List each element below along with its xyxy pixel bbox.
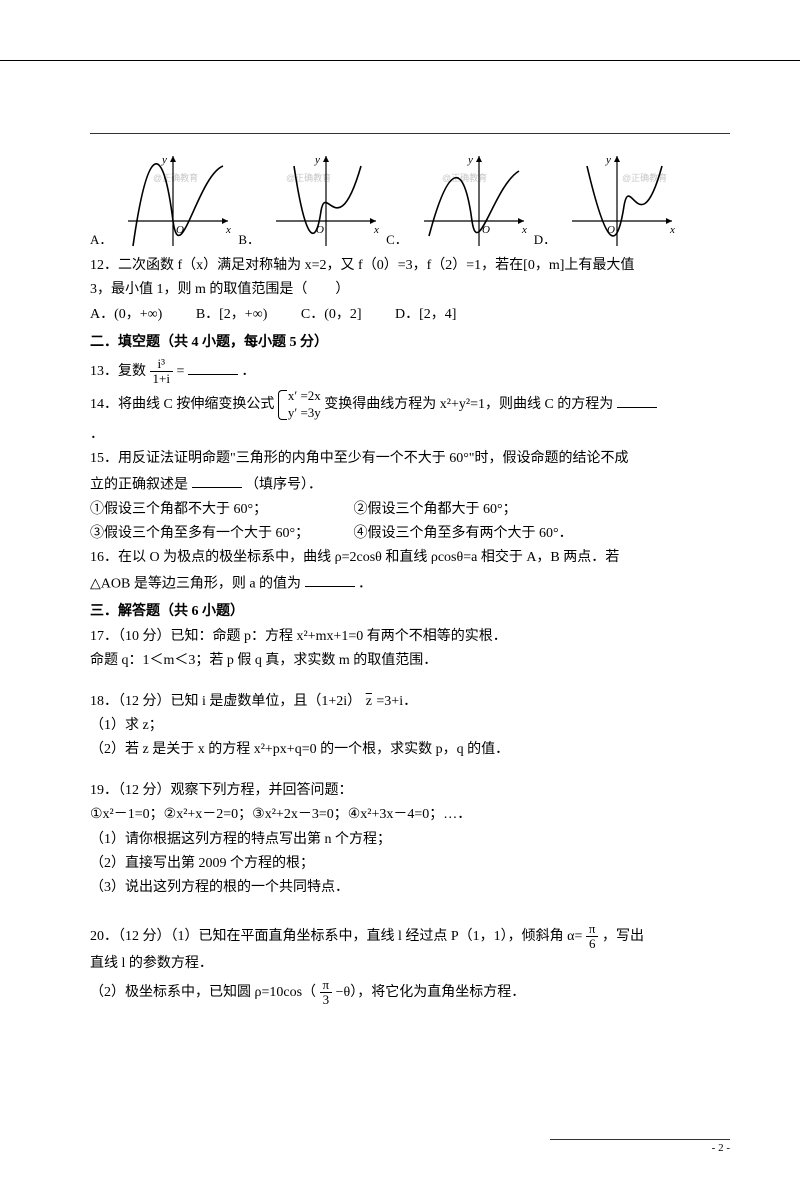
graph-options-row: A． @正确教育 x y O B． @正确教育 x y O (90, 151, 730, 251)
q17-l2: 命题 q：1＜m＜3；若 p 假 q 真，求实数 m 的取值范围． (90, 650, 730, 672)
q12-opt-a: A．(0，+∞) (90, 304, 162, 326)
q20-l3a: （2）极坐标系中，已知圆 ρ=10cos（ (90, 985, 316, 1000)
q15-blank (192, 473, 242, 488)
q20-f2n: π (320, 978, 333, 993)
q18-l3: （2）若 z 是关于 x 的方程 x²+px+q=0 的一个根，求实数 p，q … (90, 739, 730, 761)
q20-f1n: π (586, 922, 599, 937)
q14-prefix: 14．将曲线 C 按伸缩变换公式 (90, 397, 274, 412)
q18-l1a: 18．（12 分）已知 i 是虚数单位，且（1+2i） (90, 694, 361, 709)
q20-frac1: π 6 (586, 922, 599, 952)
q15-o1: ①假设三个角都不大于 60°； (90, 499, 350, 521)
section-3-heading: 三．解答题（共 6 小题） (90, 601, 730, 623)
svg-text:O: O (607, 224, 615, 236)
q20-l2: 直线 l 的参数方程． (90, 953, 730, 975)
q15-o3: ③假设三个角至多有一个大于 60°； (90, 523, 350, 545)
graph-b-svg: @正确教育 x y O (266, 151, 386, 251)
q20-f2d: 3 (320, 993, 333, 1007)
q19-l4: （2）直接写出第 2009 个方程的根； (90, 853, 730, 875)
q12-options: A．(0，+∞) B．[2，+∞) C．(0，2] D．[2，4] (90, 304, 730, 326)
q13-eq: = (176, 364, 184, 379)
graph-a-svg: @正确教育 x y O (118, 151, 238, 251)
svg-text:y: y (161, 154, 167, 166)
q14-case1: x′ =2x (288, 388, 321, 405)
q17-l1: 17．（10 分）已知：命题 p：方程 x²+mx+1=0 有两个不相等的实根． (90, 626, 730, 648)
graph-option-b: B． @正确教育 x y O (238, 151, 386, 251)
q20-frac2: π 3 (320, 978, 333, 1008)
q20-l3mid: −θ），将它化为直角坐标方程． (336, 985, 526, 1000)
q14: 14．将曲线 C 按伸缩变换公式 x′ =2x y′ =3y 变换得曲线方程为 … (90, 388, 730, 422)
q18-zbar: z (365, 694, 373, 709)
q15-l2b: （填序号）． (245, 477, 322, 492)
q13: 13．复数 i³ 1+i = ． (90, 357, 730, 387)
option-label-b: B． (238, 230, 260, 251)
option-label-a: A． (90, 230, 112, 251)
q12-opt-b: B．[2，+∞) (196, 304, 268, 326)
svg-text:y: y (467, 154, 473, 166)
q16-l1: 16．在以 O 为极点的极坐标系中，曲线 ρ=2cosθ 和直线 ρcosθ=a… (90, 547, 730, 569)
q13-num: i³ (150, 357, 173, 372)
q15-opts-row1: ①假设三个角都不大于 60°； ②假设三个角都大于 60°； (90, 499, 730, 521)
svg-text:x: x (669, 224, 675, 236)
svg-text:x: x (373, 224, 379, 236)
svg-text:y: y (605, 154, 611, 166)
page-number: - 2 - (712, 1140, 730, 1158)
q19-l3: （1）请你根据这列方程的特点写出第 n 个方程； (90, 829, 730, 851)
q14-cases: x′ =2x y′ =3y (278, 388, 321, 422)
svg-text:x: x (225, 224, 231, 236)
q13-prefix: 13．复数 (90, 364, 146, 379)
option-label-d: D． (534, 230, 556, 251)
q15-opts-row2: ③假设三个角至多有一个大于 60°； ④假设三个角至多有两个大于 60°． (90, 523, 730, 545)
q15-o2: ②假设三个角都大于 60°； (354, 502, 517, 517)
q16-l2: △AOB 是等边三角形，则 a 的值为 ． (90, 572, 730, 596)
q12-line2: 3，最小值 1，则 m 的取值范围是（ ） (90, 279, 730, 301)
q20-l1: 20．（12 分）（1）已知在平面直角坐标系中，直线 l 经过点 P（1，1），… (90, 922, 730, 952)
q12-opt-d: D．[2，4] (395, 304, 456, 326)
q20-l1a: 20．（12 分）（1）已知在平面直角坐标系中，直线 l 经过点 P（1，1），… (90, 929, 582, 944)
q18-l1b: =3+i． (376, 694, 417, 709)
q13-suffix: ． (241, 364, 255, 379)
q14-mid: 变换得曲线方程为 x²+y²=1，则曲线 C 的方程为 (324, 397, 613, 412)
q13-blank (188, 359, 238, 374)
q15-l2a: 立的正确叙述是 (90, 477, 188, 492)
option-label-c: C． (386, 230, 408, 251)
q19-l1: 19．（12 分）观察下列方程，并回答问题： (90, 780, 730, 802)
q18-l2: （1）求 z； (90, 715, 730, 737)
top-rule (90, 133, 730, 134)
q20-l3: （2）极坐标系中，已知圆 ρ=10cos（ π 3 −θ），将它化为直角坐标方程… (90, 978, 730, 1008)
graph-option-a: A． @正确教育 x y O (90, 151, 238, 251)
q12-opt-c: C．(0，2] (301, 304, 362, 326)
graph-option-d: D． @正确教育 x y O (534, 151, 682, 251)
graph-option-c: C． @正确教育 x y O (386, 151, 534, 251)
q16-l2b: ． (358, 576, 372, 591)
q14-case2: y′ =3y (288, 405, 321, 422)
q19-l2: ①x²－1=0；②x²+x－2=0；③x²+2x－3=0；④x²+3x－4=0；… (90, 804, 730, 826)
q13-fraction: i³ 1+i (150, 357, 173, 387)
q14-dot: ． (90, 424, 730, 446)
q14-blank (617, 393, 657, 408)
q15-o4: ④假设三个角至多有两个大于 60°． (354, 526, 573, 541)
svg-text:x: x (521, 224, 527, 236)
graph-d-svg: @正确教育 x y O (562, 151, 682, 251)
q16-l2a: △AOB 是等边三角形，则 a 的值为 (90, 576, 301, 591)
q15-l2: 立的正确叙述是 （填序号）． (90, 473, 730, 497)
q15-l1: 15．用反证法证明命题"三角形的内角中至少有一个不大于 60°"时，假设命题的结… (90, 448, 730, 470)
q13-den: 1+i (150, 372, 173, 386)
section-2-heading: 二．填空题（共 4 小题，每小题 5 分） (90, 332, 730, 354)
q12-line1: 12．二次函数 f（x）满足对称轴为 x=2，又 f（0）=3，f（2）=1，若… (90, 255, 730, 277)
graph-c-svg: @正确教育 x y O (414, 151, 534, 251)
q16-blank (305, 572, 355, 587)
page-content: A． @正确教育 x y O B． @正确教育 x y O (0, 60, 800, 1049)
watermark-icon: @正确教育 (286, 172, 331, 183)
q20-f1d: 6 (586, 937, 599, 951)
watermark-icon: @正确教育 (153, 172, 198, 183)
q18-l1: 18．（12 分）已知 i 是虚数单位，且（1+2i） z =3+i． (90, 691, 730, 713)
watermark-icon: @正确教育 (442, 172, 487, 183)
q20-l1b: ，写出 (602, 929, 644, 944)
svg-text:y: y (314, 154, 320, 166)
q19-l5: （3）说出这列方程的根的一个共同特点． (90, 877, 730, 899)
bottom-rule (550, 1139, 730, 1140)
